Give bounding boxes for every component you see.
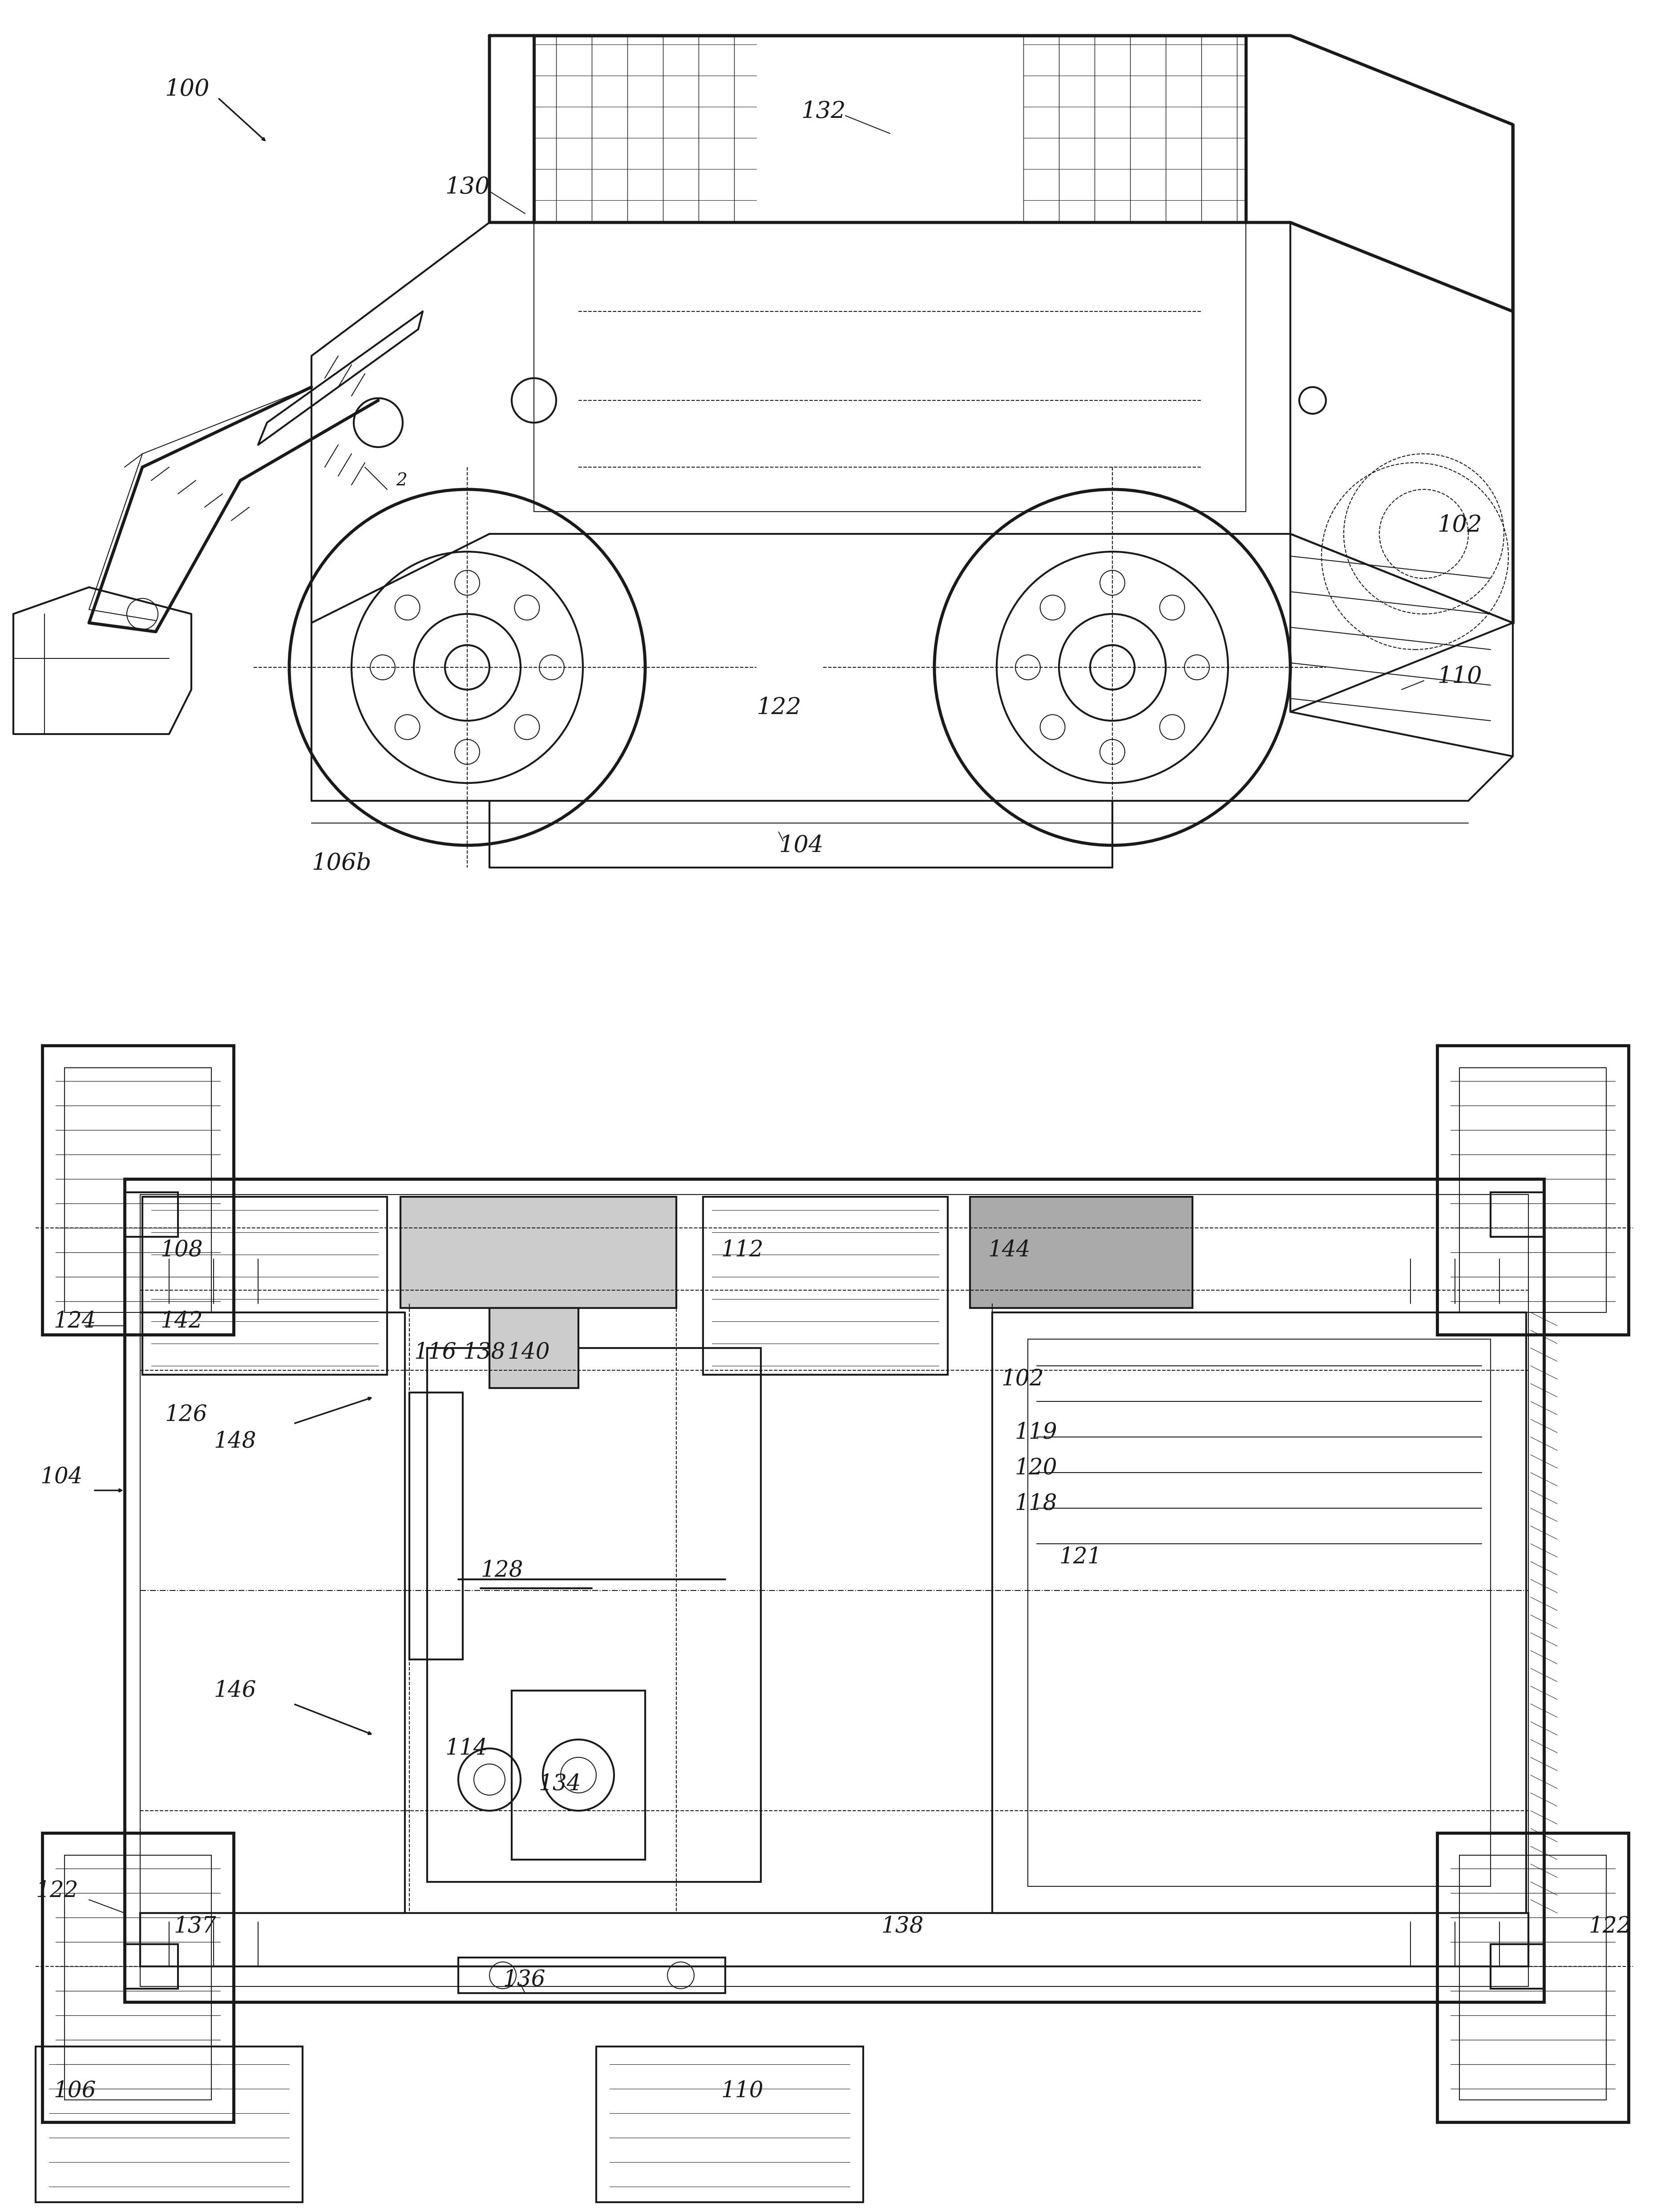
Bar xyxy=(1490,1192,1544,1237)
Text: 106: 106 xyxy=(53,2079,95,2101)
Text: 126: 126 xyxy=(165,1405,207,1427)
Bar xyxy=(65,1068,212,1312)
Text: 106b: 106b xyxy=(312,852,371,874)
Text: 112: 112 xyxy=(721,1239,763,1261)
Bar xyxy=(35,2046,302,2203)
Text: 122: 122 xyxy=(35,1880,78,1902)
Bar xyxy=(125,1192,179,1237)
Text: 142: 142 xyxy=(160,1310,202,1332)
Bar xyxy=(1437,1834,1629,2121)
Bar xyxy=(140,1913,1529,1966)
Text: 2: 2 xyxy=(396,471,407,489)
Bar xyxy=(703,1197,948,1374)
Text: 138: 138 xyxy=(881,1916,923,1938)
Text: 138: 138 xyxy=(462,1340,506,1363)
Bar xyxy=(125,1179,1544,2002)
Bar xyxy=(596,2046,863,2203)
Text: 134: 134 xyxy=(539,1774,581,1794)
Text: 122: 122 xyxy=(756,697,801,719)
Bar xyxy=(993,1312,1525,1913)
Text: 120: 120 xyxy=(1015,1458,1056,1480)
Bar xyxy=(512,1690,646,1860)
Text: 121: 121 xyxy=(1058,1546,1102,1568)
Bar xyxy=(970,1197,1192,1307)
Text: 104: 104 xyxy=(779,834,823,856)
Bar xyxy=(140,1194,1529,1986)
Text: 146: 146 xyxy=(214,1679,255,1701)
Bar xyxy=(1459,1068,1606,1312)
Text: 128: 128 xyxy=(481,1559,522,1582)
Bar xyxy=(489,1307,579,1389)
Bar xyxy=(42,1046,234,1334)
Bar xyxy=(1490,1944,1544,1989)
Bar xyxy=(125,1944,179,1989)
Text: 114: 114 xyxy=(446,1736,487,1759)
Text: 132: 132 xyxy=(801,100,846,122)
Bar xyxy=(42,1834,234,2121)
Text: 148: 148 xyxy=(214,1431,255,1453)
Bar xyxy=(1459,1856,1606,2099)
Bar xyxy=(142,1197,387,1374)
Text: 104: 104 xyxy=(40,1467,82,1489)
Text: 119: 119 xyxy=(1015,1422,1056,1444)
Text: 108: 108 xyxy=(160,1239,202,1261)
Text: 116: 116 xyxy=(414,1340,456,1363)
Bar xyxy=(409,1394,462,1659)
Text: 102: 102 xyxy=(1437,513,1482,535)
Text: 140: 140 xyxy=(507,1340,549,1363)
Text: 130: 130 xyxy=(446,175,489,199)
Bar xyxy=(1437,1046,1629,1334)
Bar xyxy=(1028,1338,1490,1887)
Text: 124: 124 xyxy=(53,1310,95,1332)
Bar xyxy=(427,1347,761,1882)
Text: 144: 144 xyxy=(988,1239,1030,1261)
Bar xyxy=(459,1958,726,1993)
Text: 100: 100 xyxy=(165,77,209,100)
Text: 110: 110 xyxy=(1437,666,1482,688)
Bar xyxy=(65,1856,212,2099)
Text: 137: 137 xyxy=(174,1916,215,1938)
Text: 136: 136 xyxy=(502,1969,546,1991)
Text: 110: 110 xyxy=(721,2079,763,2101)
Bar xyxy=(401,1197,676,1307)
Text: 118: 118 xyxy=(1015,1493,1056,1515)
Text: 102: 102 xyxy=(1001,1369,1043,1389)
Text: 122: 122 xyxy=(1589,1916,1631,1938)
